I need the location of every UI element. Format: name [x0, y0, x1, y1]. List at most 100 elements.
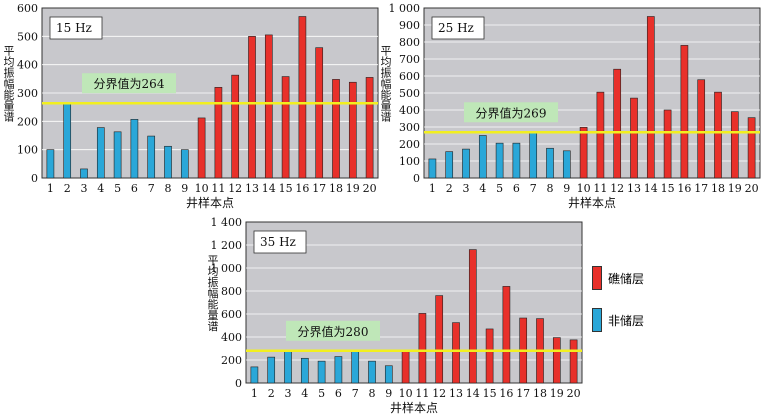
bar [63, 103, 72, 179]
x-tick-label: 18 [329, 182, 343, 195]
x-tick-label: 5 [496, 182, 503, 195]
bar [552, 337, 561, 384]
y-axis-label-char: 量 [381, 100, 392, 113]
y-tick-label: 500 [17, 30, 38, 43]
x-tick-label: 14 [466, 387, 480, 400]
y-tick-label: 700 [399, 53, 420, 66]
threshold-label: 分界值为269 [476, 105, 547, 120]
x-tick-label: 11 [415, 387, 429, 400]
x-tick-label: 6 [513, 182, 520, 195]
y-tick-label: 0 [413, 172, 420, 185]
bar [46, 149, 55, 179]
x-tick-label: 5 [318, 387, 325, 400]
x-tick-label: 17 [516, 387, 530, 400]
x-tick-label: 3 [81, 182, 88, 195]
x-tick-label: 12 [432, 387, 446, 400]
x-tick-label: 5 [114, 182, 121, 195]
panel-title-box [431, 16, 485, 40]
x-tick-label: 13 [245, 182, 259, 195]
x-tick-label: 9 [181, 182, 188, 195]
y-tick-label: 600 [399, 70, 420, 83]
bar [596, 91, 605, 179]
x-tick-label: 1 [47, 182, 54, 195]
panel-title: 35 Hz [260, 235, 296, 249]
x-tick-label: 10 [195, 182, 209, 195]
x-tick-label: 6 [131, 182, 138, 195]
bar [264, 34, 273, 179]
legend-item-non-reservoir: 非储层 [592, 308, 644, 332]
bar [250, 366, 259, 384]
bar [680, 45, 689, 179]
x-tick-label: 15 [483, 387, 497, 400]
x-tick-label: 13 [449, 387, 463, 400]
bar [281, 76, 290, 179]
y-axis-label-char: 量 [208, 309, 219, 322]
x-tick-label: 12 [610, 182, 624, 195]
bar [298, 16, 307, 179]
bar [445, 151, 454, 179]
y-tick-label: 0 [235, 377, 242, 390]
bar [452, 322, 460, 384]
bar [562, 150, 571, 179]
bar [96, 127, 105, 179]
bar [613, 68, 622, 179]
x-tick-label: 9 [385, 387, 392, 400]
bar [365, 77, 374, 179]
x-tick-label: 18 [533, 387, 547, 400]
bar [462, 148, 470, 179]
x-tick-label: 19 [346, 182, 360, 195]
x-tick-label: 8 [165, 182, 172, 195]
x-tick-label: 14 [644, 182, 658, 195]
bar [546, 147, 554, 179]
x-tick-label: 11 [211, 182, 225, 195]
x-tick-label: 1 [251, 387, 258, 400]
bar [428, 158, 437, 179]
x-tick-label: 10 [577, 182, 591, 195]
y-axis-label-char: 平 [4, 45, 15, 58]
x-tick-label: 6 [335, 387, 342, 400]
bar [317, 360, 326, 384]
x-tick-label: 2 [446, 182, 453, 195]
bar [80, 168, 88, 179]
y-axis-label-char: 幅 [4, 78, 15, 91]
bar [231, 74, 240, 179]
bar [351, 351, 360, 384]
x-tick-label: 18 [711, 182, 725, 195]
y-axis-label-char: 谱 [381, 110, 392, 124]
y-tick-label: 200 [399, 138, 420, 151]
bar [180, 149, 189, 179]
bar [334, 356, 343, 384]
y-tick-label: 300 [17, 87, 38, 100]
bar [147, 135, 156, 179]
bar [315, 47, 324, 179]
x-tick-label: 19 [728, 182, 742, 195]
y-tick-label: 0 [31, 172, 38, 185]
x-axis-label: 井样本点 [390, 400, 438, 415]
y-tick-label: 600 [17, 2, 38, 15]
y-tick-label: 600 [221, 308, 242, 321]
x-tick-label: 4 [97, 182, 104, 195]
y-tick-label: 400 [399, 104, 420, 117]
bar [579, 127, 588, 179]
x-tick-label: 20 [363, 182, 377, 195]
bar [197, 117, 206, 179]
bar [468, 249, 477, 384]
bar [663, 109, 672, 179]
x-tick-label: 4 [479, 182, 486, 195]
x-tick-label: 3 [285, 387, 292, 400]
y-tick-label: 900 [399, 19, 420, 32]
y-tick-label: 400 [221, 331, 242, 344]
x-tick-label: 15 [279, 182, 293, 195]
y-tick-label: 200 [221, 354, 242, 367]
bar [714, 91, 722, 179]
y-tick-label: 800 [221, 285, 242, 298]
bar [284, 351, 292, 384]
x-tick-label: 16 [499, 387, 513, 400]
x-tick-label: 17 [312, 182, 326, 195]
panel-title-box [253, 230, 307, 254]
x-tick-label: 10 [399, 387, 413, 400]
bar [332, 79, 340, 179]
x-tick-label: 20 [745, 182, 759, 195]
x-tick-label: 20 [567, 387, 581, 400]
